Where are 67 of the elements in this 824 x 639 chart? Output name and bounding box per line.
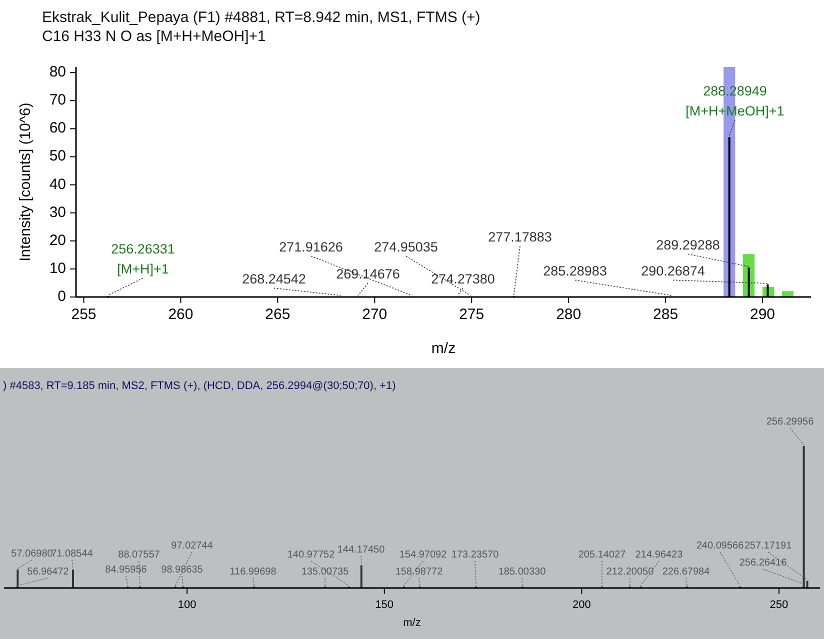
- annotation: 274.95035: [374, 240, 438, 255]
- annotation: 288.28949: [703, 84, 767, 99]
- x-tick-label: 150: [375, 599, 394, 611]
- x-tick-label: 290: [750, 306, 776, 323]
- x-tick-label: 275: [459, 306, 484, 323]
- y-tick-label: 20: [49, 232, 66, 249]
- annotation: [M+H]+1: [117, 262, 169, 277]
- x-tick-label: 260: [168, 306, 194, 323]
- y-tick-label: 30: [49, 204, 66, 221]
- annotation: 268.24542: [242, 272, 306, 287]
- chart-subtitle: C16 H33 N O as [M+H+MeOH]+1: [42, 28, 266, 45]
- annotation: 185.00330: [498, 566, 546, 578]
- annotation: 97.02744: [171, 540, 214, 552]
- annotation: 290.26874: [641, 264, 706, 279]
- annotation: 135.00735: [301, 566, 350, 578]
- annotation: 140.97752: [287, 550, 336, 561]
- annotation: 274.27380: [431, 272, 495, 287]
- annotation: 57.06980: [11, 548, 54, 560]
- y-tick-label: 0: [58, 288, 66, 305]
- y-tick-label: 60: [49, 120, 66, 137]
- chart-title: Ekstrak_Kulit_Pepaya (F1) #4881, RT=8.942 min, MS1, FTMS (+): [42, 9, 480, 26]
- x-tick-label: 270: [362, 306, 388, 323]
- annotation: 205.14027: [578, 550, 626, 561]
- annotation: 226.67984: [662, 566, 710, 578]
- annotation: 257.17191: [744, 540, 792, 552]
- y-tick-label: 70: [49, 92, 66, 109]
- y-axis-title: Intensity [counts] (10^6): [17, 102, 34, 262]
- annotation: 154.97092: [399, 550, 448, 561]
- bar: [360, 565, 362, 588]
- bar: [72, 570, 74, 588]
- annotation: 271.91626: [279, 240, 343, 255]
- x-tick-label: 100: [178, 599, 196, 611]
- annotation: 116.99698: [230, 566, 277, 578]
- x-tick-label: 250: [770, 599, 788, 611]
- x-tick-label: 280: [556, 306, 582, 323]
- y-tick-label: 80: [49, 64, 66, 81]
- x-tick-label: 200: [572, 599, 591, 611]
- annotation: 256.26416: [739, 558, 788, 569]
- x-axis-title: m/z: [403, 617, 421, 629]
- x-tick-label: 265: [265, 306, 290, 323]
- annotation: 88.07557: [118, 550, 160, 561]
- bar: [802, 446, 805, 588]
- annotation: 256.29956: [766, 416, 814, 428]
- y-tick-label: 40: [49, 176, 66, 193]
- annotation: 285.28983: [543, 264, 607, 279]
- annotation: 214.96423: [635, 550, 684, 561]
- bar: [782, 291, 794, 297]
- x-tick-label: 255: [71, 306, 96, 323]
- annotation: 289.29288: [656, 238, 720, 253]
- annotation: 240.09566: [696, 540, 744, 552]
- annotation: 98.98635: [161, 564, 204, 576]
- chart-title: ) #4583, RT=9.185 min, MS2, FTMS (+), (HCD, DDA, 256.2994@(30;50;70), +1): [3, 380, 396, 392]
- annotation: 71.08544: [51, 548, 94, 560]
- annotation: 144.17450: [337, 544, 386, 556]
- x-tick-label: 285: [653, 306, 678, 323]
- annotation: 173.23570: [451, 550, 500, 561]
- annotation: [M+H+MeOH]+1: [686, 104, 784, 119]
- y-tick-label: 50: [49, 148, 66, 165]
- annotation: 256.26331: [111, 242, 175, 257]
- annotation: 277.17883: [488, 230, 552, 245]
- bar: [16, 570, 19, 588]
- annotation: 158.98772: [395, 566, 444, 578]
- x-axis-title: m/z: [431, 340, 456, 357]
- y-tick-label: 10: [49, 260, 66, 277]
- annotation: 212.20050: [606, 566, 654, 578]
- annotation: 84.95956: [105, 564, 148, 576]
- annotation: 56.96472: [27, 566, 70, 578]
